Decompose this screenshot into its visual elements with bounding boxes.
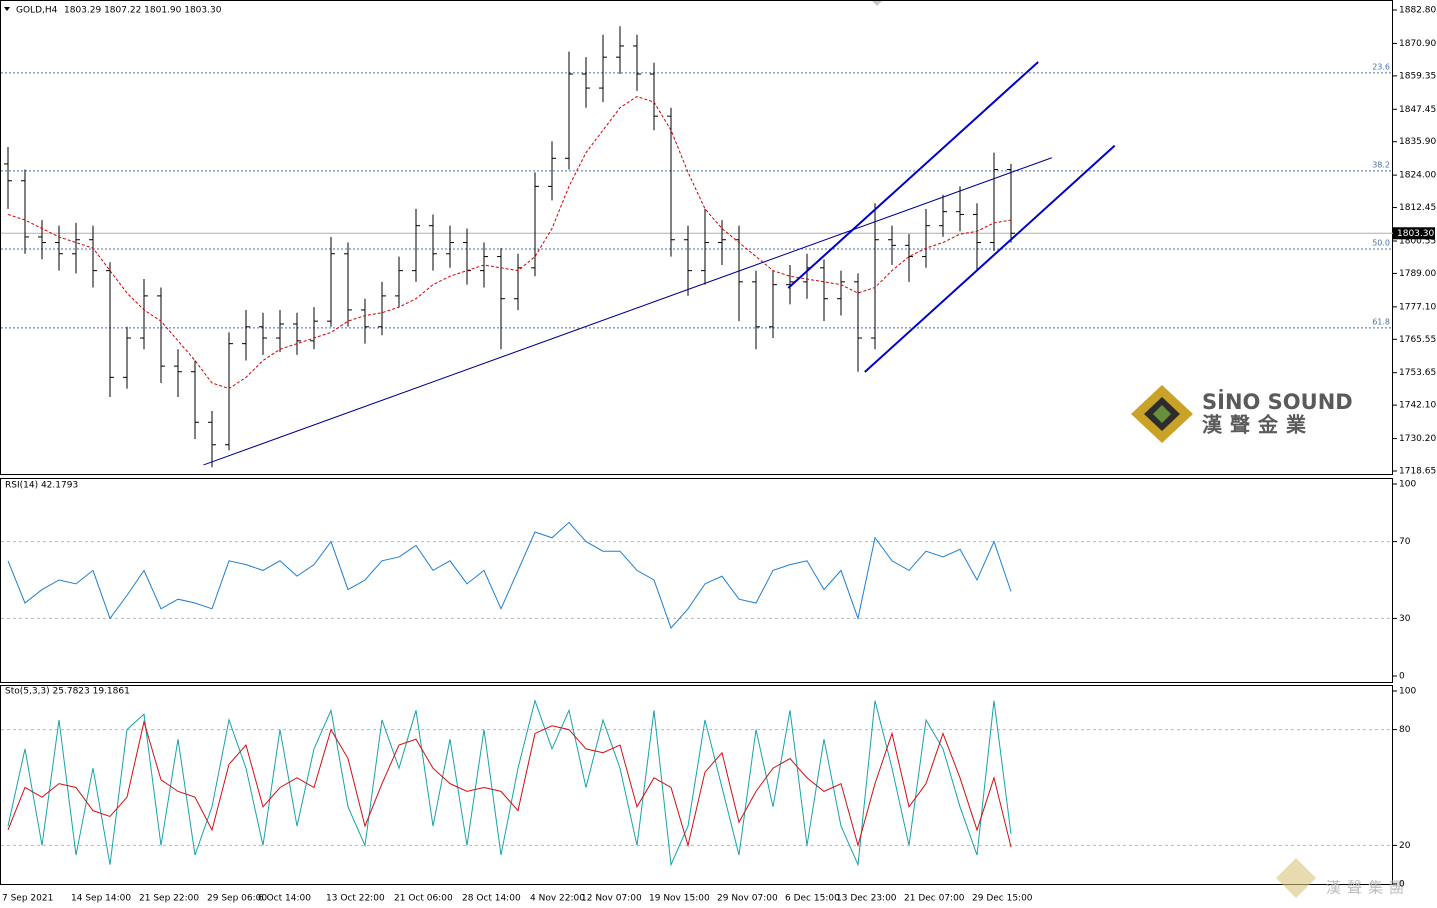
x-tick-label: 21 Sep 22:00 [139, 894, 199, 904]
y-tick-label: 1859.35 [1399, 71, 1436, 81]
rsi-pane [0, 478, 1393, 683]
y-tick-label: 1753.65 [1399, 368, 1436, 378]
y-tick-label: 80 [1399, 725, 1411, 735]
fib-label: 61.8 [1372, 317, 1390, 326]
current-price-label: 1803.30 [1397, 229, 1434, 239]
brand-cn: 漢聲金業 [1202, 413, 1314, 437]
x-tick-label: 28 Oct 14:00 [462, 894, 521, 904]
moving-average [7, 95, 1012, 390]
indicator-title: RSI(14) 42.1793 [5, 481, 78, 491]
y-tick-label: 1765.55 [1399, 335, 1436, 345]
y-tick-label: 1800.55 [1399, 236, 1436, 246]
brand-group: 漢聲集團 [1326, 879, 1410, 897]
y-tick-label: 1835.90 [1399, 137, 1436, 147]
quote: 1803.29 1807.22 1801.90 1803.30 [64, 6, 222, 16]
x-tick-label: 29 Dec 15:00 [972, 894, 1033, 904]
trendline [203, 157, 1052, 466]
x-tick-label: 7 Sep 2021 [2, 894, 53, 904]
y-tick-label: 30 [1399, 614, 1411, 624]
brand-name: SİNO SOUND [1202, 389, 1353, 414]
collapse-arrow[interactable] [4, 7, 10, 11]
x-tick-label: 6 Oct 14:00 [258, 894, 311, 904]
indicator-line [7, 698, 1012, 867]
fib-label: 38.2 [1372, 160, 1390, 169]
x-tick-label: 21 Oct 06:00 [394, 894, 453, 904]
y-tick-label: 1847.45 [1399, 105, 1436, 115]
x-tick-label: 12 Nov 07:00 [581, 894, 642, 904]
y-tick-label: 20 [1399, 841, 1411, 851]
x-tick-label: 19 Nov 15:00 [649, 894, 710, 904]
symbol: GOLD,H4 [16, 6, 58, 16]
sto-pane [0, 685, 1393, 885]
y-tick-label: 0 [1399, 672, 1405, 682]
fib-label: 23.6 [1372, 62, 1390, 71]
x-tick-label: 6 Dec 15:00 [785, 894, 840, 904]
x-tick-label: 21 Dec 07:00 [904, 894, 965, 904]
logo-small [1276, 858, 1316, 898]
y-tick-label: 1824.00 [1399, 171, 1436, 181]
x-tick-label: 4 Nov 22:00 [530, 894, 585, 904]
y-tick-label: 1730.20 [1399, 434, 1436, 444]
fib-label: 50.0 [1372, 238, 1390, 247]
x-tick-label: 13 Oct 22:00 [326, 894, 385, 904]
logo-core [1153, 405, 1171, 423]
y-tick-label: 1777.10 [1399, 302, 1436, 312]
trendline [864, 144, 1116, 373]
y-tick-label: 1882.80 [1399, 6, 1436, 16]
y-tick-label: 1812.45 [1399, 203, 1436, 213]
y-tick-label: 100 [1399, 687, 1416, 697]
x-tick-label: 29 Sep 06:00 [207, 894, 267, 904]
price-pane [0, 0, 1393, 475]
indicator-line [7, 521, 1012, 629]
trendline [787, 61, 1039, 289]
indicator-line [7, 719, 1012, 848]
y-tick-label: 100 [1399, 480, 1416, 490]
y-tick-label: 1789.00 [1399, 269, 1436, 279]
x-tick-label: 29 Nov 07:00 [717, 894, 778, 904]
indicator-title: Sto(5,3,3) 25.7823 19.1861 [5, 687, 130, 697]
y-tick-label: 1742.10 [1399, 401, 1436, 411]
x-tick-label: 13 Dec 23:00 [836, 894, 897, 904]
y-tick-label: 1870.90 [1399, 39, 1436, 49]
y-tick-label: 70 [1399, 537, 1411, 547]
logo: SİNO SOUND 漢聲金業 漢聲集團 [1131, 385, 1410, 898]
shift-marker [872, 1, 882, 6]
x-tick-label: 14 Sep 14:00 [71, 894, 131, 904]
y-tick-label: 0 [1399, 880, 1405, 890]
current-price-tag [1393, 227, 1435, 240]
y-tick-label: 1718.65 [1399, 467, 1436, 477]
